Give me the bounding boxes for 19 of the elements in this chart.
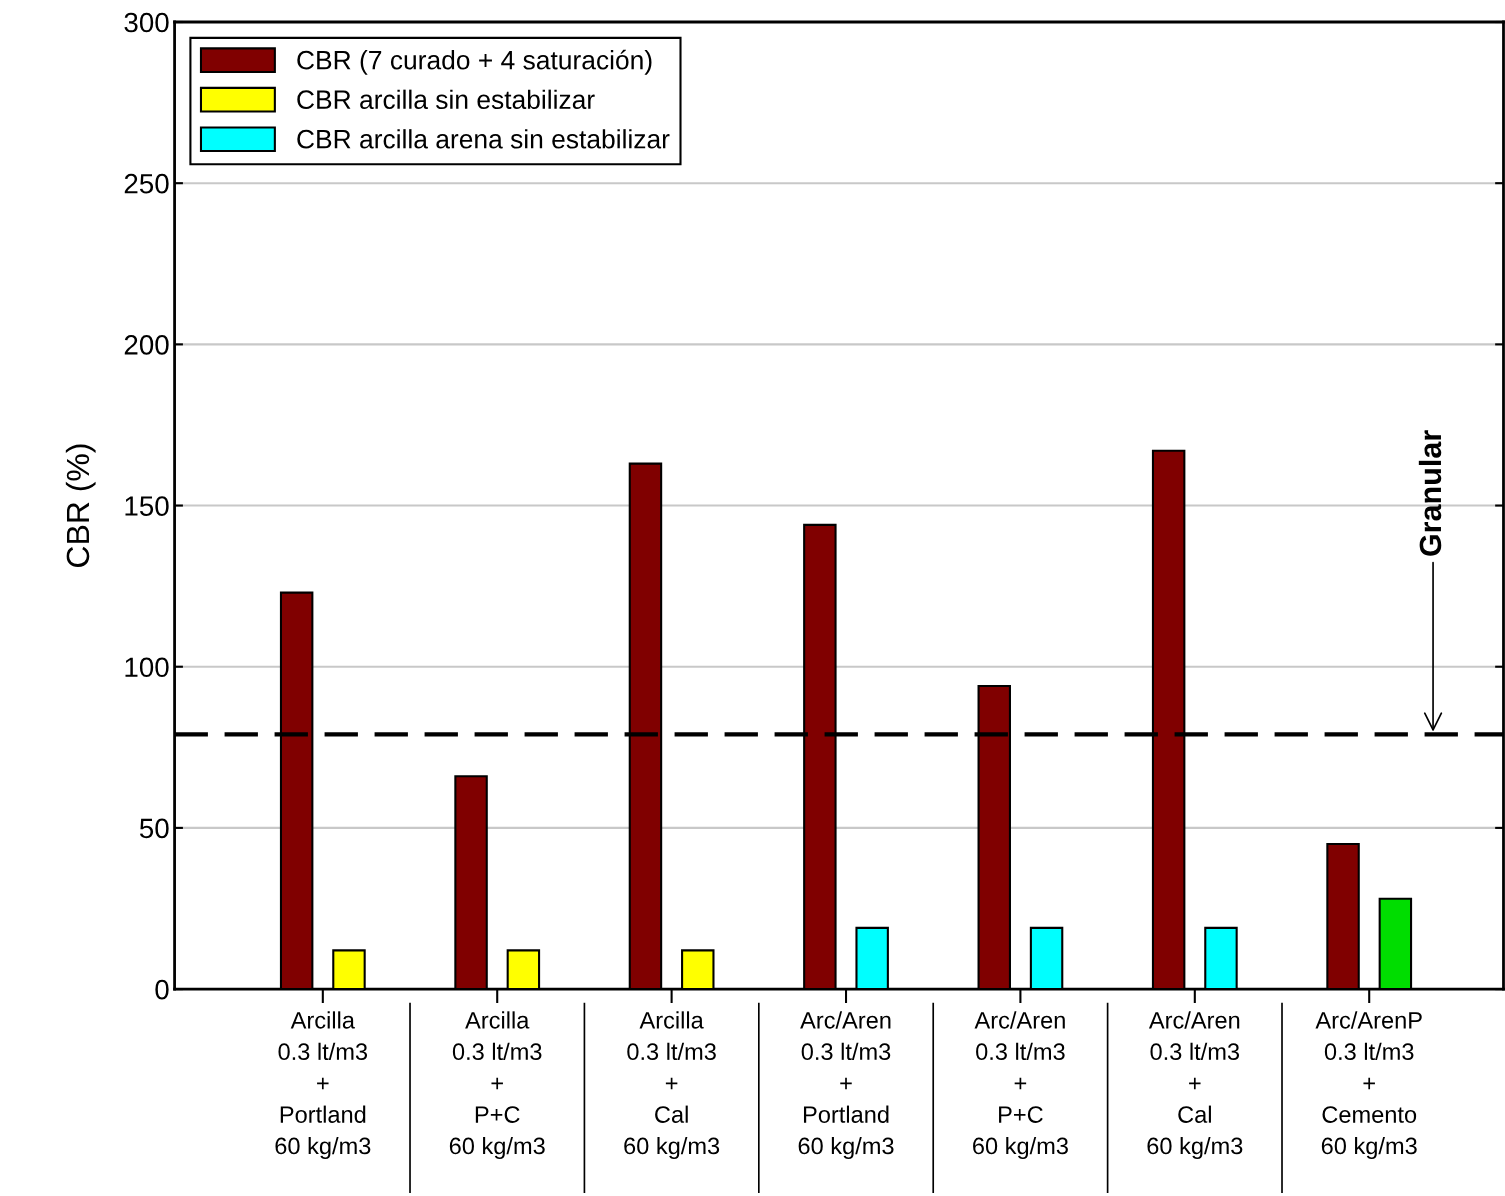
y-tick-label: 50	[139, 818, 169, 839]
y-tick-label: 250	[124, 173, 169, 194]
y-tick-label: 200	[124, 335, 169, 355]
x-tick-label: Arcilla 0.3 lt/m3 + Portland 60 kg/m3	[275, 1011, 371, 1160]
y-tick-label: 150	[125, 496, 169, 516]
x-tick-label: Arc/Aren 0.3 lt/m3 + P+C 60 kg/m3	[973, 1011, 1068, 1160]
y-tick-label: 0	[155, 979, 169, 1000]
y-tick-label: 100	[125, 657, 169, 678]
x-tick-label: Arc/Aren 0.3 lt/m3 + Portland 60 kg/m3	[798, 1011, 894, 1160]
y-axis-title: CBR (%)	[65, 444, 96, 567]
x-tick-label: Arcilla 0.3 lt/m3 + Cal 60 kg/m3	[624, 1011, 720, 1160]
ref-line-label: Granular	[1418, 430, 1442, 556]
x-tick-label: Arc/Aren 0.3 lt/m3 + Cal 60 kg/m3	[1147, 1011, 1243, 1160]
x-tick-label: Arc/ArenP 0.3 lt/m3 + Cemento 60 kg/m3	[1315, 1011, 1422, 1160]
x-tick-label: Arcilla 0.3 lt/m3 + P+C 60 kg/m3	[449, 1011, 545, 1160]
legend-label: CBR arcilla sin estabilizar	[297, 89, 595, 110]
legend-label: CBR (7 curado + 4 saturación)	[297, 49, 652, 75]
y-tick-label: 300	[124, 12, 169, 33]
legend-label: CBR arcilla arena sin estabilizar	[297, 129, 670, 149]
